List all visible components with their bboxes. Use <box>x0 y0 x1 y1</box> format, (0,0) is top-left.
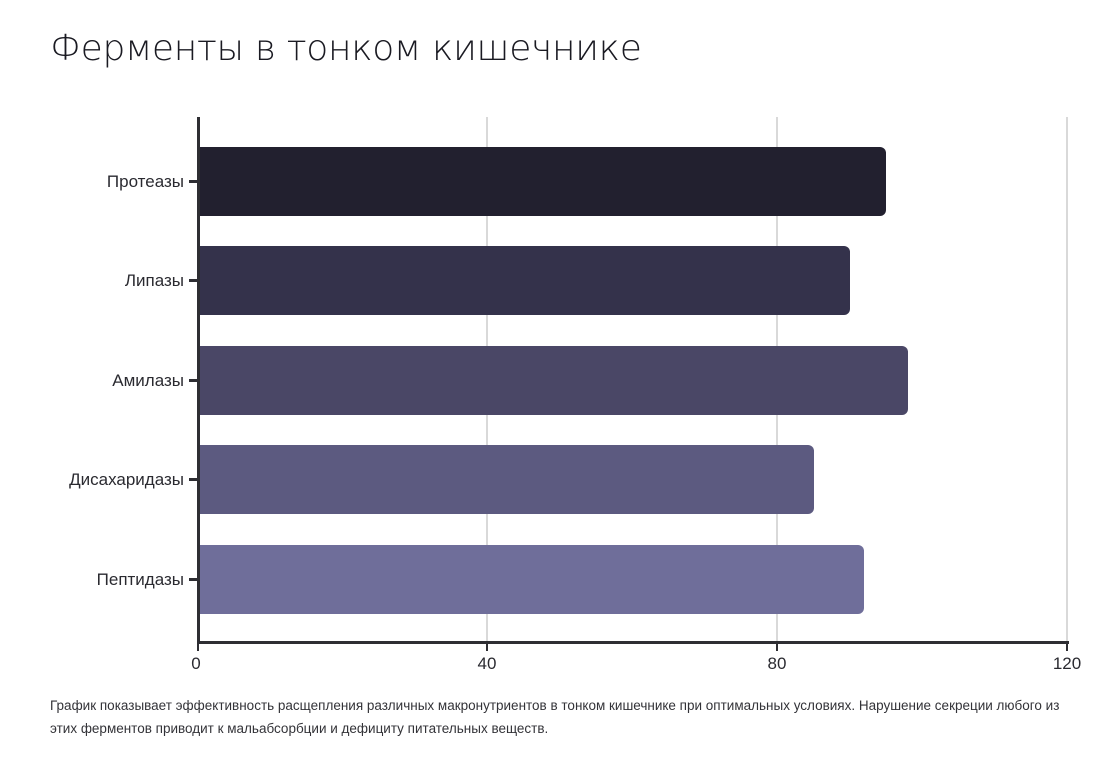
x-tick-40 <box>486 643 488 651</box>
x-tick-80 <box>776 643 778 651</box>
y-tick <box>189 279 197 282</box>
x-tick-label: 80 <box>767 654 787 673</box>
chart-title: Ферменты в тонком кишечнике <box>50 28 642 69</box>
y-category-label: Липазы <box>124 271 184 290</box>
x-axis-line <box>197 641 1069 644</box>
gridline-120 <box>1066 117 1068 642</box>
y-category-label: Дисахаридазы <box>69 470 184 489</box>
y-tick <box>189 578 197 581</box>
bar-3 <box>199 445 814 514</box>
bar-4 <box>199 545 864 614</box>
bar-2 <box>199 346 908 415</box>
y-category-label: Пептидазы <box>96 570 184 589</box>
bar-0 <box>199 147 886 216</box>
x-tick-0 <box>197 643 199 651</box>
y-axis-line <box>197 117 200 644</box>
x-tick-label: 0 <box>191 654 201 673</box>
y-category-label: Протеазы <box>106 172 184 191</box>
x-tick-label: 40 <box>477 654 497 673</box>
y-tick <box>189 478 197 481</box>
y-category-label: Амилазы <box>112 371 184 390</box>
bar-1 <box>199 246 850 315</box>
x-tick-120 <box>1066 643 1068 651</box>
y-tick <box>189 379 197 382</box>
x-tick-label: 120 <box>1052 654 1082 673</box>
chart-caption: График показывает эффективность расщепле… <box>50 698 1060 736</box>
y-tick <box>189 180 197 183</box>
